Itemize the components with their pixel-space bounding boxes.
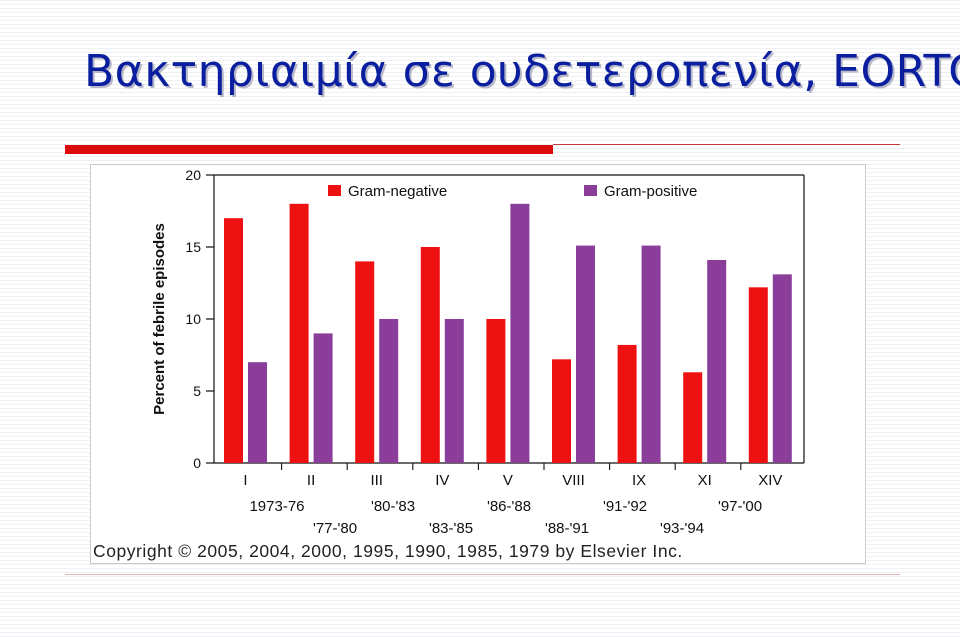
- bar: [772, 274, 792, 463]
- x-category-label: IX: [632, 472, 646, 489]
- copyright-notice: Copyright © 2005, 2004, 2000, 1995, 1990…: [93, 541, 683, 561]
- period-label: '86-'88: [487, 498, 531, 515]
- title-accent-rule: [65, 145, 553, 154]
- x-category-label: VIII: [562, 472, 585, 489]
- footer-divider-line: [65, 574, 900, 575]
- x-category-label: V: [503, 472, 513, 489]
- x-category-label: IV: [435, 472, 449, 489]
- period-label: '93-'94: [660, 520, 704, 537]
- bar: [707, 259, 727, 463]
- bar: [748, 287, 768, 463]
- chart-axes: [206, 174, 805, 470]
- y-tick-label: 15: [185, 239, 201, 255]
- legend-swatch: [584, 185, 597, 196]
- y-axis-label: Percent of febrile episodes: [151, 223, 168, 415]
- period-label: '80-'83: [371, 498, 415, 515]
- y-tick-label: 10: [185, 311, 201, 327]
- x-category-label: XI: [698, 472, 712, 489]
- x-category-label: I: [243, 472, 247, 489]
- figure-panel: 0 5 10 15 20 Percent of febrile episodes Gram-…: [90, 164, 866, 564]
- bar: [510, 203, 530, 464]
- period-label: '83-'85: [429, 520, 473, 537]
- bar: [683, 372, 703, 463]
- y-tick-label: 20: [185, 167, 201, 183]
- bar: [313, 333, 333, 463]
- bar: [444, 319, 464, 463]
- bar: [289, 203, 309, 464]
- bar-chart: 0 5 10 15 20 Percent of febrile episodes Gram-…: [151, 167, 805, 537]
- x-category-label: II: [307, 472, 315, 489]
- bar: [486, 319, 506, 463]
- x-category-label: III: [370, 472, 383, 489]
- legend-swatch: [328, 185, 341, 196]
- period-label: '88-'91: [545, 520, 589, 537]
- legend-label: Gram-positive: [604, 183, 697, 200]
- bar: [641, 245, 661, 463]
- bar: [224, 218, 243, 463]
- legend-label: Gram-negative: [348, 183, 447, 200]
- title-divider-line: [553, 144, 900, 145]
- period-label: 1973-76: [249, 498, 304, 515]
- chart-labels: 0 5 10 15 20 Percent of febrile episodes Gram-…: [151, 167, 782, 537]
- y-tick-label: 0: [193, 455, 201, 471]
- period-label: '77-'80: [313, 520, 357, 537]
- period-label: '97-'00: [718, 498, 762, 515]
- bar: [576, 245, 595, 463]
- bar: [379, 319, 399, 463]
- bar: [552, 359, 571, 463]
- bar: [420, 247, 440, 463]
- x-category-label: XIV: [758, 472, 782, 489]
- period-label: '91-'92: [603, 498, 647, 515]
- y-tick-label: 5: [193, 383, 201, 399]
- bar: [355, 261, 375, 463]
- bar: [617, 344, 637, 463]
- bar: [248, 362, 267, 463]
- slide-title: Βακτηριαιμία σε ουδετεροπενία, EORTC: [84, 46, 960, 97]
- chart-bars: [224, 203, 792, 464]
